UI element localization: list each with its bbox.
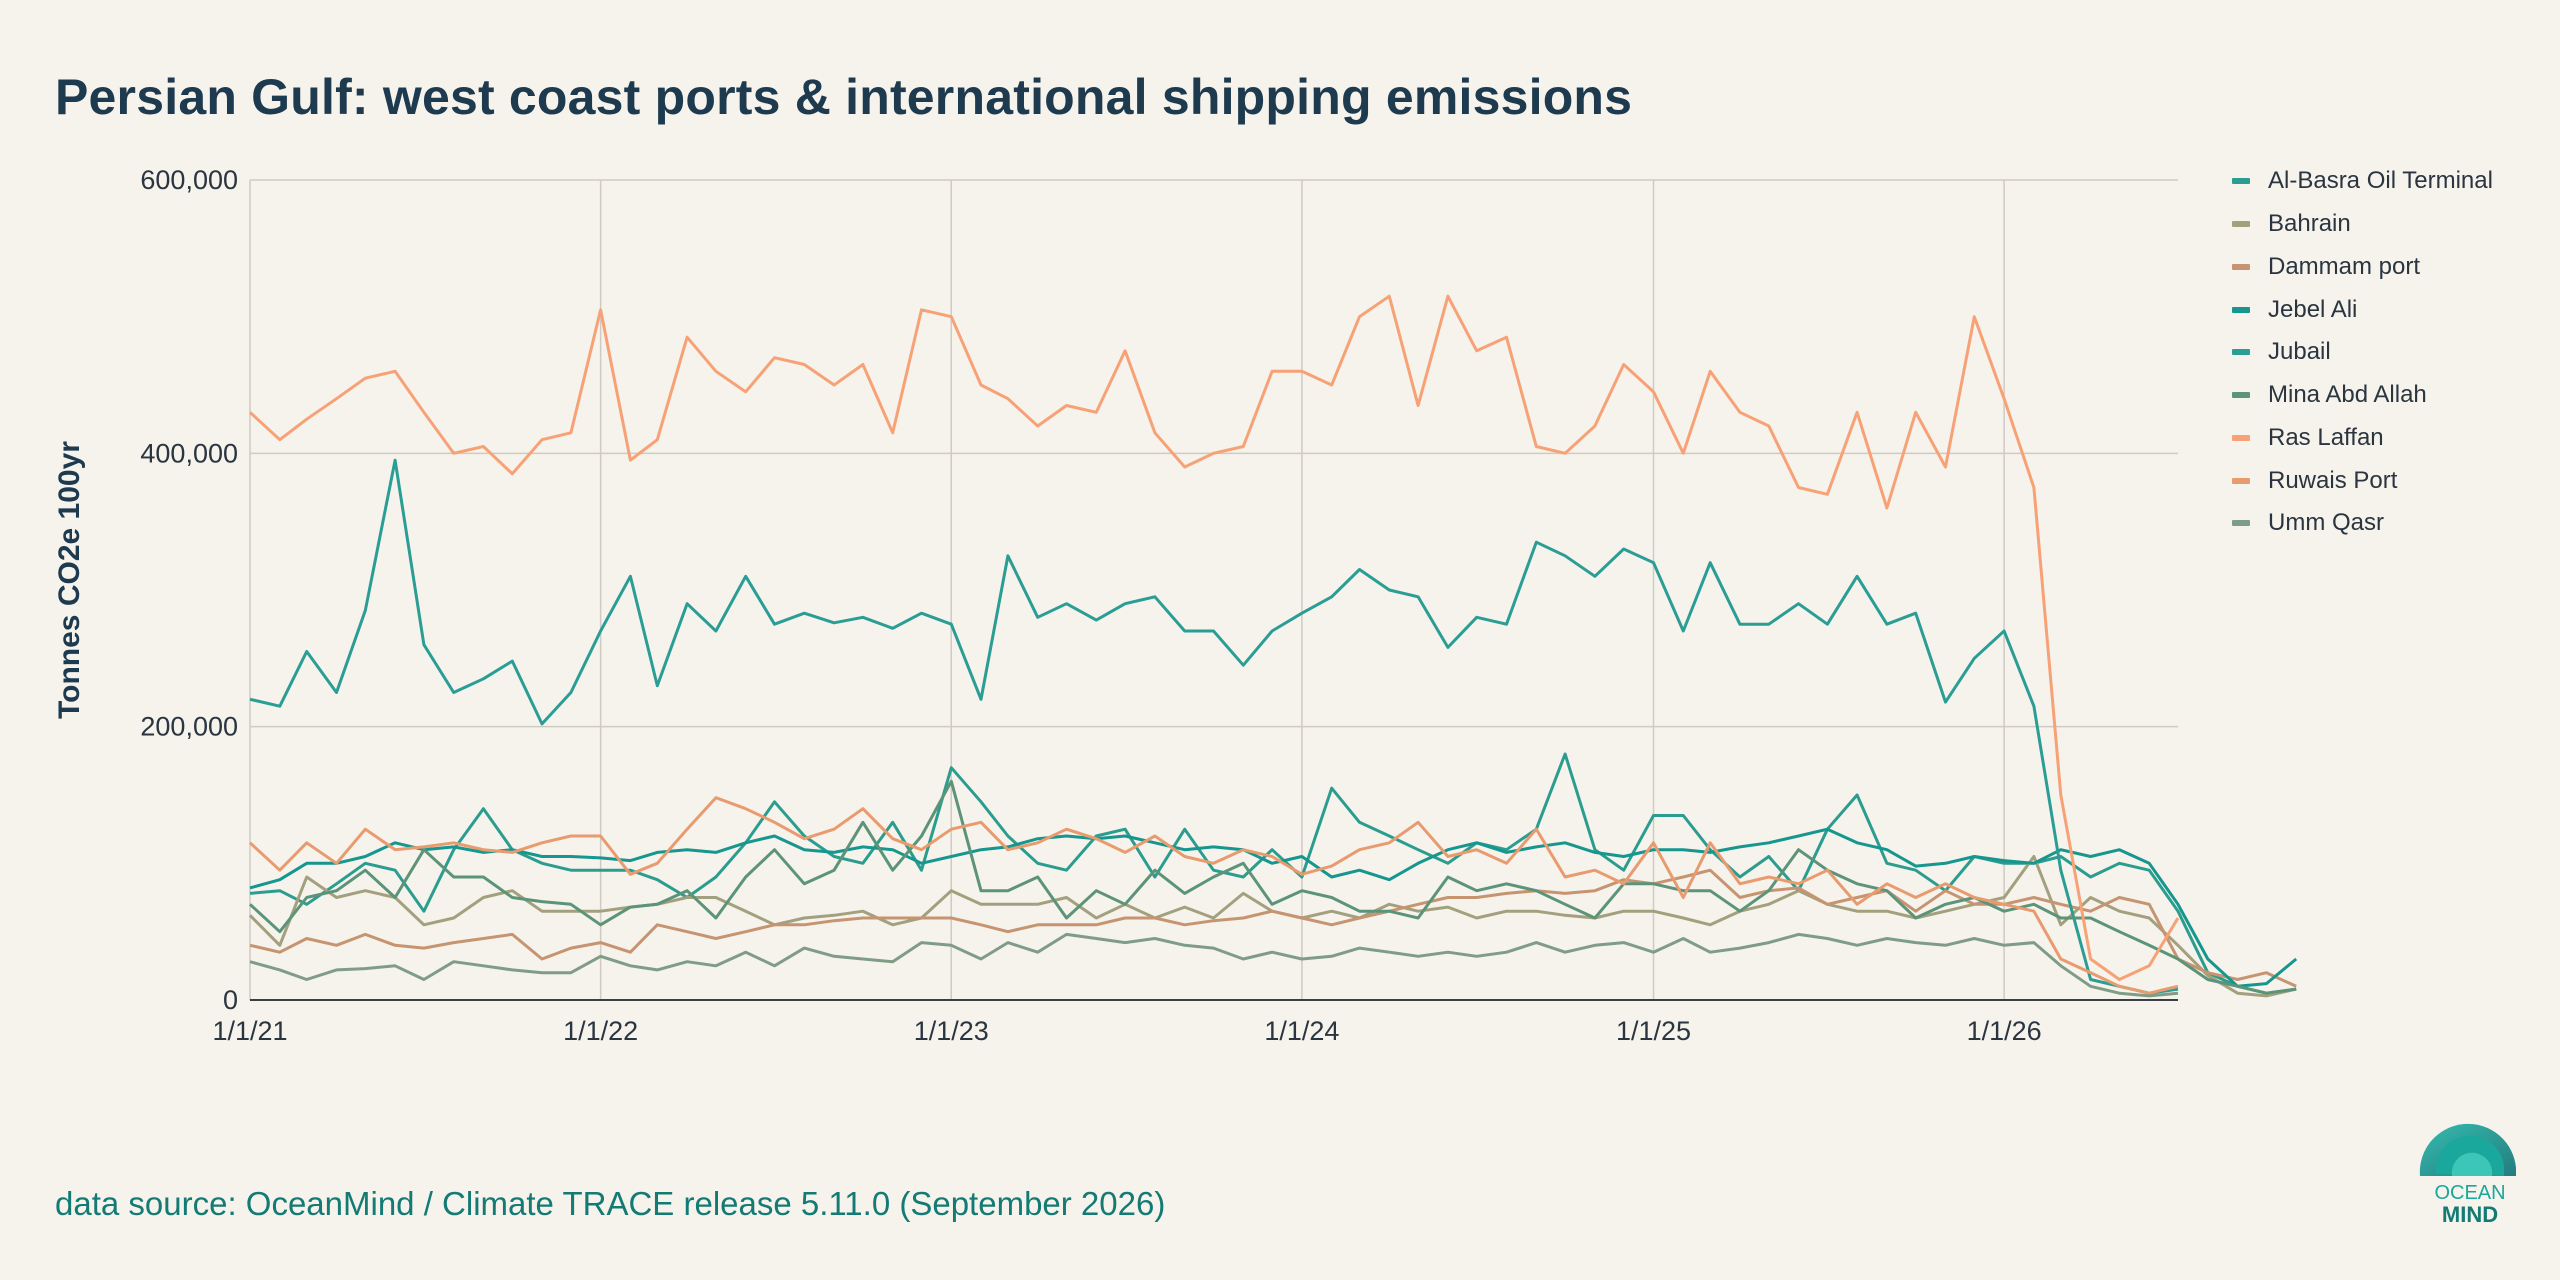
legend-label: Jubail [2268, 338, 2331, 366]
legend-item-mina-abd-allah: Mina Abd Allah [2232, 374, 2493, 417]
series-line-ruwais-port [248, 796, 2179, 995]
legend-item-bahrain: Bahrain [2232, 203, 2493, 246]
logo-text-mind: MIND [2442, 1202, 2498, 1226]
legend-item-ruwais-port: Ruwais Port [2232, 459, 2493, 502]
legend: Al-Basra Oil Terminal Bahrain Dammam port J… [2232, 160, 2493, 545]
x-tick-label: 1/1/25 [1616, 1016, 1691, 1046]
y-tick-label: 200,000 [140, 712, 238, 742]
series-line-umm-qasr [249, 932, 2179, 998]
series-lines [248, 294, 2298, 998]
legend-swatch [2232, 221, 2250, 228]
axis-ticks: 0 200,000 400,000 600,000 1/1/21 1/1/22 1/1/23… [140, 165, 2178, 1046]
legend-label: Ras Laffan [2268, 423, 2384, 451]
legend-label: Al-Basra Oil Terminal [2268, 167, 2493, 195]
legend-item-al-basra-oil-terminal: Al-Basra Oil Terminal [2232, 160, 2493, 203]
series-line-dammam-port [249, 868, 2297, 988]
legend-swatch [2232, 520, 2250, 527]
x-tick-label: 1/1/24 [1264, 1016, 1339, 1046]
x-tick-label: 1/1/21 [212, 1016, 287, 1046]
series-line-al-basra-oil-terminal [249, 752, 2297, 995]
legend-swatch [2232, 178, 2250, 185]
x-tick-label: 1/1/22 [563, 1016, 638, 1046]
legend-swatch [2232, 477, 2250, 484]
legend-item-umm-qasr: Umm Qasr [2232, 502, 2493, 545]
legend-swatch [2232, 263, 2250, 270]
legend-item-ras-laffan: Ras Laffan [2232, 417, 2493, 460]
series-line-ras-laffan [248, 294, 2180, 981]
legend-label: Ruwais Port [2268, 466, 2398, 494]
legend-label: Bahrain [2268, 210, 2351, 238]
legend-label: Jebel Ali [2268, 295, 2358, 323]
series-line-jebel-ali [249, 827, 2298, 988]
legend-item-jubail: Jubail [2232, 331, 2493, 374]
data-source-note: data source: OceanMind / Climate TRACE r… [55, 1185, 1166, 1222]
y-tick-label: 0 [223, 985, 238, 1015]
y-tick-label: 600,000 [140, 165, 238, 195]
x-tick-label: 1/1/26 [1967, 1016, 2042, 1046]
legend-label: Umm Qasr [2268, 509, 2384, 537]
legend-swatch [2232, 306, 2250, 313]
legend-item-jebel-ali: Jebel Ali [2232, 288, 2493, 331]
legend-swatch [2232, 392, 2250, 399]
legend-swatch [2232, 434, 2250, 441]
oceanmind-logo: OCEAN MIND [2419, 1123, 2516, 1226]
legend-label: Dammam port [2268, 252, 2421, 280]
legend-item-dammam-port: Dammam port [2232, 246, 2493, 289]
series-line-mina-abd-allah [248, 779, 2297, 995]
legend-swatch [2232, 349, 2250, 356]
series-line-bahrain [248, 855, 2297, 998]
logo-text-ocean: OCEAN [2434, 1182, 2505, 1204]
y-tick-label: 400,000 [140, 438, 238, 468]
chart-title: Persian Gulf: west coast ports & interna… [55, 69, 1633, 125]
series-line-jubail [249, 458, 2179, 995]
x-tick-label: 1/1/23 [914, 1016, 989, 1046]
legend-label: Mina Abd Allah [2268, 381, 2427, 409]
